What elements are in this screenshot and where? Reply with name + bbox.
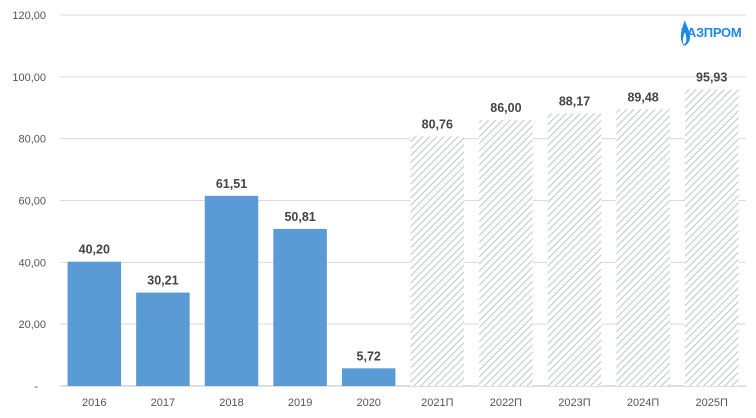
forecast-bar — [684, 89, 739, 387]
data-label: 50,81 — [284, 210, 315, 224]
x-tick-label: 2016 — [82, 397, 106, 409]
flame-icon — [680, 20, 690, 46]
bars — [67, 89, 739, 387]
data-label: 30,21 — [147, 274, 178, 288]
logo-text: ГАЗПРОМ — [680, 25, 742, 40]
bar — [136, 292, 190, 386]
x-tick-label: 2021П — [421, 397, 453, 409]
x-tick-label: 2023П — [558, 397, 590, 409]
data-label: 88,17 — [559, 94, 590, 108]
x-tick-label: 2025П — [696, 397, 728, 409]
data-label: 61,51 — [216, 177, 247, 191]
forecast-bar — [616, 109, 670, 386]
data-label: 80,76 — [422, 117, 453, 131]
y-tick-label: 40,00 — [18, 257, 46, 269]
y-tick-label: - — [34, 381, 38, 393]
y-axis-ticks: - 20,00 40,00 60,00 80,00 100,00 120,00 — [12, 10, 46, 393]
x-tick-label: 2022П — [490, 397, 522, 409]
data-label: 40,20 — [79, 243, 110, 257]
data-label: 86,00 — [490, 101, 521, 115]
gazprom-logo: ГАЗПРОМ — [676, 16, 746, 50]
y-tick-label: 60,00 — [18, 196, 46, 208]
forecast-bar — [479, 120, 533, 386]
bar — [67, 261, 122, 386]
x-tick-label: 2024П — [627, 397, 659, 409]
bar — [341, 368, 396, 386]
x-axis-ticks: 2016 2017 2018 2019 2020 2021П 2022П 2023П 2024П… — [82, 397, 728, 409]
data-label: 89,48 — [627, 90, 658, 104]
forecast-bar — [410, 136, 465, 386]
data-label: 95,93 — [696, 70, 727, 84]
y-tick-label: 20,00 — [18, 319, 46, 331]
x-tick-label: 2020 — [356, 397, 380, 409]
x-tick-label: 2017 — [151, 397, 175, 409]
bar — [273, 228, 327, 386]
y-tick-label: 120,00 — [12, 10, 46, 22]
y-tick-label: 80,00 — [18, 134, 46, 146]
x-tick-label: 2019 — [288, 397, 312, 409]
y-tick-label: 100,00 — [12, 72, 46, 84]
bar — [204, 195, 259, 386]
forecast-bar — [547, 113, 602, 387]
data-label: 5,72 — [357, 349, 381, 363]
x-tick-label: 2018 — [219, 397, 243, 409]
data-labels: 40,20 30,21 61,51 50,81 5,72 80,76 86,00 88,17 8… — [79, 70, 728, 363]
